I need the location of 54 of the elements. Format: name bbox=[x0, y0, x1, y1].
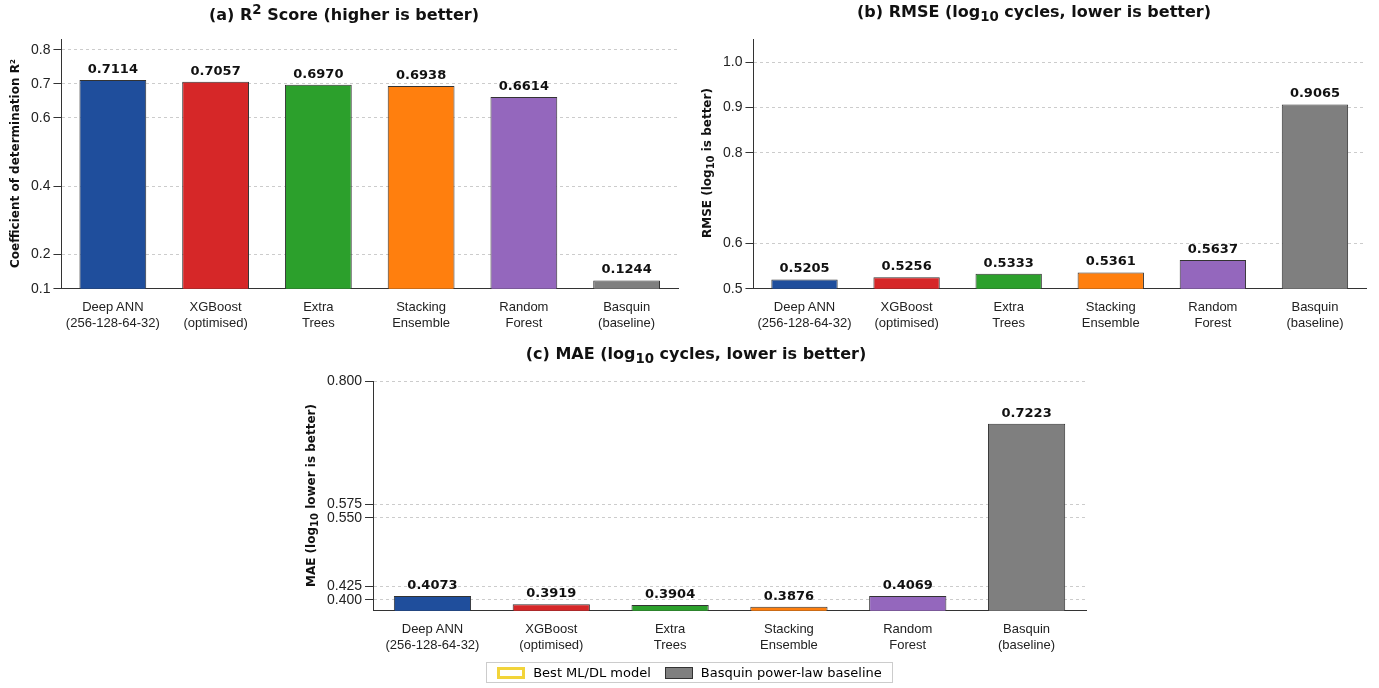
data-label: 0.1244 bbox=[601, 261, 652, 277]
x-tick-label: Random Forest bbox=[1188, 299, 1238, 330]
x-tick-label: XGBoost (optimised) bbox=[874, 299, 939, 330]
y-tick-label: 0.800 bbox=[326, 372, 363, 389]
x-tick-label: Extra Trees bbox=[301, 299, 336, 330]
data-label: 0.4069 bbox=[882, 576, 933, 592]
data-label: 0.5205 bbox=[779, 260, 830, 276]
x-tick-label: Deep ANN (256-128-64-32) bbox=[385, 621, 480, 652]
x-tick-label: Deep ANN (256-128-64-32) bbox=[65, 299, 160, 330]
x-tick-label: Stacking Ensemble bbox=[760, 621, 818, 652]
x-tick-label: Extra Trees bbox=[653, 621, 687, 652]
text: Best ML/DL model bbox=[533, 665, 651, 680]
x-tick-label: Basquin (baseline) bbox=[998, 621, 1056, 652]
data-label: 0.7057 bbox=[190, 62, 241, 78]
chart-title: (a) R$^{2}$ Score (higher is better) bbox=[207, 2, 481, 25]
data-label: 0.6938 bbox=[396, 66, 447, 82]
data-label: 0.5333 bbox=[983, 254, 1034, 270]
data-label: 0.6614 bbox=[498, 77, 549, 93]
data-label: 0.4073 bbox=[407, 576, 458, 592]
data-label: 0.5256 bbox=[881, 258, 932, 274]
x-tick-label: Basquin (baseline) bbox=[598, 299, 656, 330]
y-tick-label: 0.1 bbox=[30, 279, 51, 296]
y-tick-label: 0.4 bbox=[30, 177, 51, 194]
data-label: 0.5361 bbox=[1085, 253, 1136, 269]
data-label: 0.5637 bbox=[1187, 240, 1238, 256]
chart-title: (b) RMSE (log$_{10}$ cycles, lower is better) bbox=[856, 2, 1212, 25]
y-tick-label: 0.2 bbox=[30, 245, 51, 262]
y-tick-label: 0.6 bbox=[30, 108, 51, 125]
data-label: 0.3904 bbox=[645, 585, 696, 601]
x-tick-label: XGBoost (optimised) bbox=[519, 621, 584, 652]
x-tick-label: Stacking Ensemble bbox=[1081, 299, 1140, 330]
y-tick-label: 0.7 bbox=[30, 74, 51, 91]
data-label: 0.9065 bbox=[1289, 85, 1341, 101]
data-label: 0.7114 bbox=[87, 60, 138, 76]
chart-title: (c) MAE (log$_{10}$ cycles, lower is better) bbox=[524, 344, 868, 367]
y-tick-label: 0.8 bbox=[30, 40, 51, 57]
y-axis-title: Coefficient of determination R² bbox=[8, 58, 22, 268]
y-tick-label: 0.6 bbox=[722, 234, 743, 251]
x-tick-label: Random Forest bbox=[499, 299, 549, 330]
x-tick-label: Basquin (baseline) bbox=[1286, 299, 1344, 330]
data-label: 0.7223 bbox=[1001, 404, 1052, 420]
x-tick-label: Deep ANN (256-128-64-32) bbox=[757, 299, 852, 330]
y-tick-label: 0.8 bbox=[722, 143, 743, 160]
x-tick-label: Random Forest bbox=[883, 621, 933, 652]
x-tick-label: XGBoost (optimised) bbox=[183, 299, 248, 330]
text: Basquin power-law baseline bbox=[700, 665, 882, 680]
data-label: 0.3876 bbox=[763, 587, 815, 603]
y-tick-label: 1.0 bbox=[722, 52, 743, 69]
x-tick-label: Extra Trees bbox=[992, 299, 1026, 330]
y-tick-label: 0.9 bbox=[722, 98, 743, 115]
data-label: 0.3919 bbox=[526, 585, 577, 601]
x-tick-label: Stacking Ensemble bbox=[392, 299, 451, 330]
y-tick-label: 0.5 bbox=[722, 279, 743, 296]
data-label: 0.6970 bbox=[293, 65, 344, 81]
